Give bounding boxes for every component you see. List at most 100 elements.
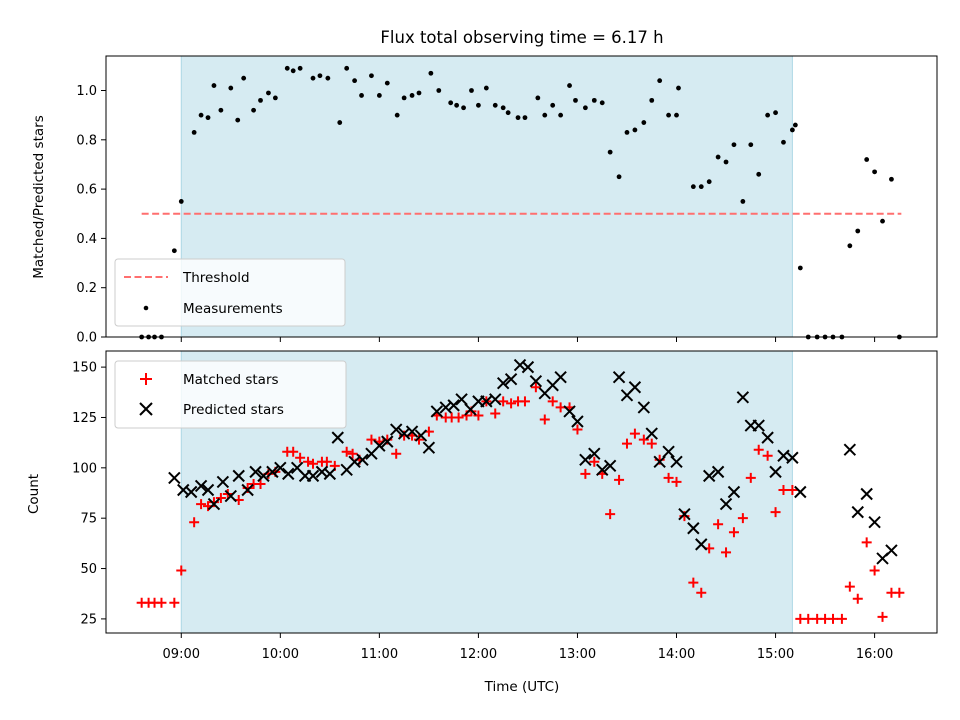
measurement-point [448,100,454,106]
legend-predicted-label: Predicted stars [183,402,284,418]
predicted-point [356,453,369,466]
matched-point [215,493,226,504]
predicted-point [257,469,270,483]
matched-point [189,517,200,528]
matched-point [341,446,352,457]
predicted-point [653,455,666,468]
predicted-point [373,439,386,452]
measurement-point [235,117,241,123]
matched-point [663,472,674,483]
matched-point [453,412,464,423]
bottom-panel: 25 50 75 100 125 150 09:00 10:00 11:00 12:00 13:0… [26,350,938,695]
measurement-point [740,199,746,204]
matched-point [295,452,306,463]
measurement-point [325,75,331,81]
measurement-point [864,157,870,162]
matched-point [614,474,625,485]
matched-point [539,414,550,425]
matched-point [770,507,781,518]
predicted-point [422,441,436,454]
measurement-point [317,73,323,79]
predicted-point [207,497,221,511]
top-y-tick-label: 0.0 [76,331,97,346]
predicted-point [513,358,527,372]
predicted-points [168,358,898,565]
measurement-point [241,75,247,81]
predicted-point [702,469,716,483]
predicted-point [381,435,394,448]
measurement-point [872,169,878,175]
predicted-point [596,463,609,477]
matched-point [580,468,591,479]
predicted-point [405,425,419,438]
predicted-point [455,393,468,406]
predicted-point [612,370,626,384]
matched-point [255,478,266,489]
measurement-point [272,95,278,101]
measurement-point [198,112,204,118]
measurement-point [855,228,861,234]
measurement-point [773,110,778,116]
matched-point [169,597,180,608]
matched-point [629,428,640,439]
predicted-point [397,427,411,440]
matched-point [547,396,558,407]
predicted-point [761,431,774,444]
predicted-point [719,497,733,511]
predicted-point [201,483,215,497]
chart-title: Flux total observing time = 6.17 h [380,28,663,47]
matched-point [196,499,207,510]
measurement-point [337,120,343,125]
measurement-point [676,85,681,91]
predicted-point [554,370,567,384]
measurement-point [515,115,521,121]
measurement-point [344,65,350,71]
measurement-point [599,100,605,106]
predicted-point [447,399,460,412]
predicted-point [184,485,198,499]
matched-point [728,527,739,538]
top-y-tick-label: 1.0 [76,84,97,99]
measurement-point [542,112,548,118]
top-y-tick-label: 0.6 [76,183,97,198]
matched-point [646,438,657,449]
matched-point [321,456,332,467]
predicted-point [389,423,403,436]
predicted-point [588,447,601,460]
predicted-point [727,485,741,499]
matched-point [894,587,905,598]
measurement-point [461,105,466,111]
matched-point [762,450,773,461]
x-tick-label: 13:00 [559,647,596,662]
matched-point [877,611,888,622]
predicted-point [241,483,254,497]
measurement-point [889,176,894,182]
top-y-tick-label: 0.8 [76,133,97,148]
measurement-point [624,130,630,135]
legend-measurements-label: Measurements [183,301,283,317]
matched-point [671,476,682,487]
predicted-point [224,489,238,503]
top-axes-frame [105,55,938,338]
measurement-point [715,154,721,160]
matched-point [589,456,600,467]
measurement-point [409,93,415,98]
measurement-point [205,115,211,121]
matched-point [852,593,863,604]
x-tick-label: 11:00 [361,647,398,662]
measurement-point [376,93,382,98]
matched-point [803,613,814,624]
top-panel: 0.0 0.2 0.4 0.6 0.8 1.0 Matched/Predicted sta… [31,55,938,346]
matched-point [308,458,319,469]
measurement-point [178,199,184,204]
predicted-point [323,467,337,481]
predicted-point [571,415,584,428]
measurement-point [352,78,358,84]
x-tick-label: 16:00 [856,647,893,662]
predicted-point [266,465,279,479]
measurement-point [359,93,364,98]
bottom-y-tick-label: 75 [80,512,97,527]
matched-point [638,434,649,445]
matched-point [519,396,530,407]
matched-point [490,408,501,419]
